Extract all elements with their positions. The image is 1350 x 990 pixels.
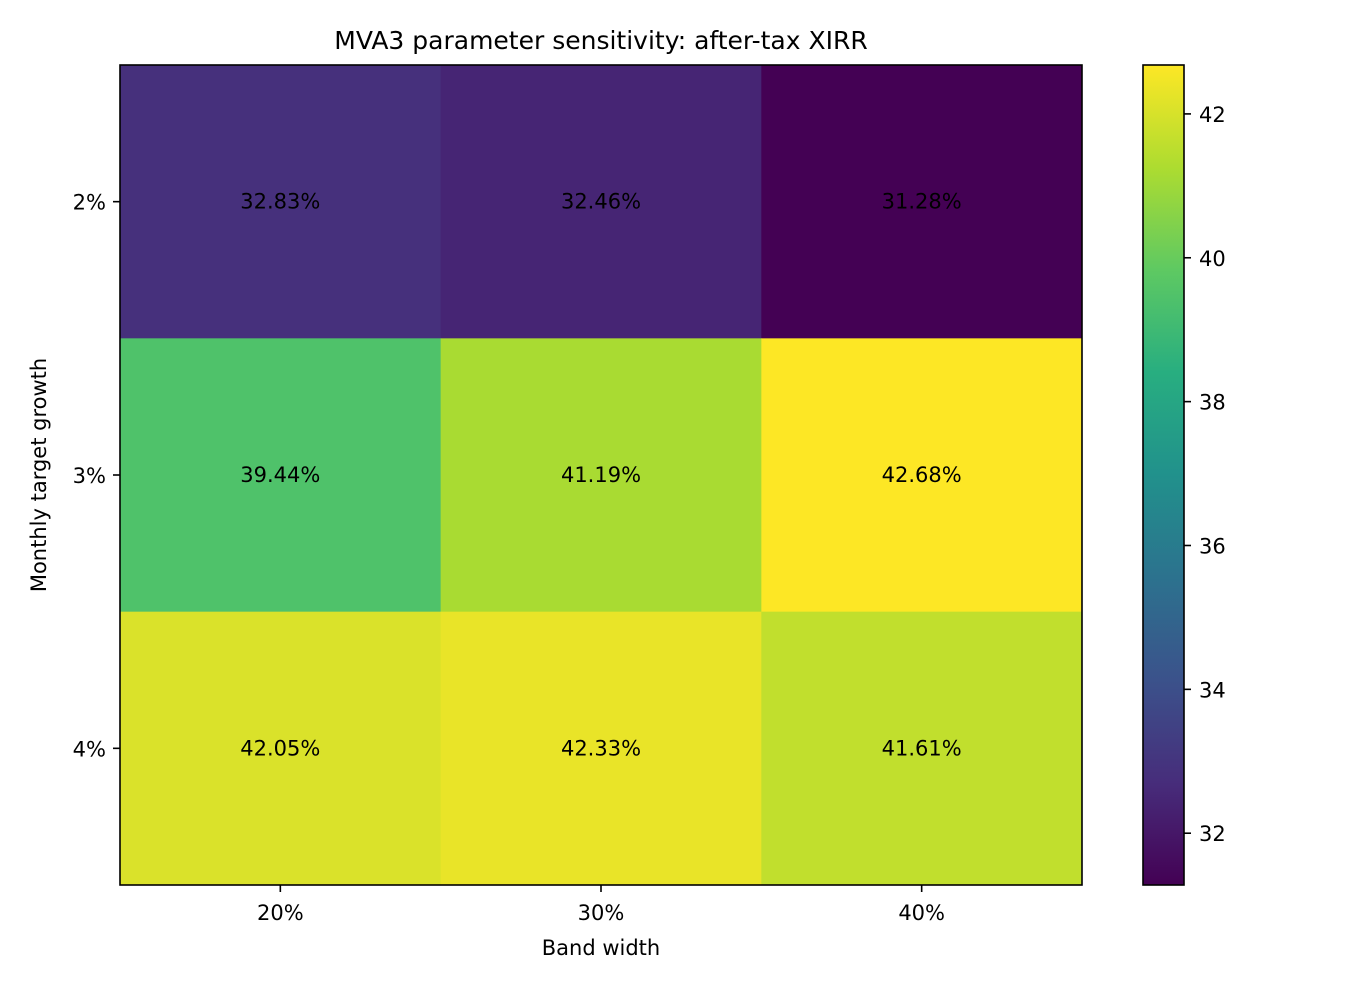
heatmap-cell [120, 611, 442, 886]
heatmap-cell [440, 65, 762, 339]
heatmap-cell-labels: 32.83% 32.46% 31.28% 39.44% 41.19% 42.68% 42.0… [240, 190, 961, 761]
cell-value-label: 39.44% [240, 463, 320, 487]
heatmap-cells [120, 65, 1083, 886]
colorbar-frame [1142, 64, 1185, 886]
cell-value-label: 42.68% [882, 463, 962, 487]
cell-value-label: 41.19% [561, 463, 641, 487]
colorbar-tick-label: 32 [1199, 822, 1226, 846]
colorbar-tick-label: 42 [1199, 103, 1226, 127]
heatmap-cell [440, 338, 762, 613]
x-tick-label: 30% [578, 901, 625, 925]
cell-value-label: 42.33% [561, 736, 641, 760]
cell-value-label: 42.05% [240, 736, 320, 760]
heatmap-cell [761, 338, 1083, 613]
colorbar-tick-label: 38 [1199, 391, 1226, 415]
x-tick-label: 40% [898, 901, 945, 925]
chart-title: MVA3 parameter sensitivity: after-tax XI… [334, 26, 867, 55]
heatmap-cell [120, 65, 442, 339]
cell-value-label: 41.61% [882, 736, 962, 760]
x-tick-label: 20% [257, 901, 304, 925]
heatmap-cell [761, 611, 1083, 886]
cell-value-label: 32.46% [561, 190, 641, 214]
x-axis-label: Band width [542, 936, 660, 960]
y-axis-ticks: 2% 3% 4% [73, 191, 120, 761]
heatmap-cell [120, 338, 442, 613]
y-tick-label: 2% [73, 191, 106, 215]
colorbar-gradient [1143, 65, 1184, 885]
y-tick-label: 4% [73, 737, 106, 761]
y-tick-label: 3% [73, 464, 106, 488]
colorbar-tick-label: 36 [1199, 534, 1226, 558]
x-axis-ticks: 20% 30% 40% [257, 885, 945, 925]
cell-value-label: 32.83% [240, 190, 320, 214]
colorbar-tick-label: 40 [1199, 247, 1226, 271]
heatmap-cell [440, 611, 762, 886]
cell-value-label: 31.28% [882, 190, 962, 214]
colorbar-ticks: 32 34 36 38 40 42 [1184, 103, 1226, 846]
y-axis-label: Monthly target growth [27, 358, 51, 592]
colorbar-tick-label: 34 [1199, 678, 1226, 702]
heatmap-cell [761, 65, 1083, 339]
